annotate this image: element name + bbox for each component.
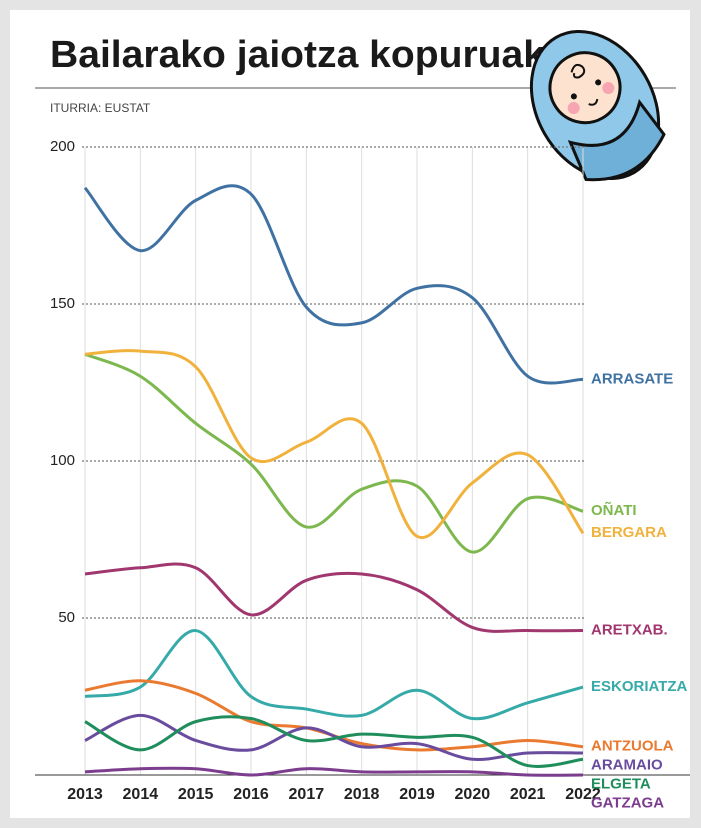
series-line — [84, 562, 584, 633]
series-label: BERGARA — [591, 524, 667, 541]
series-line — [83, 184, 584, 385]
x-tick-label: 2022 — [565, 786, 601, 803]
series-label: ARAMAIO — [591, 757, 663, 774]
y-tick-label: 200 — [50, 138, 75, 155]
series-label: GATZAGA — [591, 795, 664, 812]
chart-title: Bailarako jaiotza kopuruak — [50, 34, 546, 76]
y-tick-label: 150 — [50, 295, 75, 312]
series-label: ARRASATE — [591, 370, 673, 387]
x-tick-label: 2013 — [67, 786, 103, 803]
x-tick-label: 2016 — [233, 786, 269, 803]
series-line — [84, 352, 584, 554]
plot: 2013 2014 2015 2016 2017 2018 2019 2020 2021 2022… — [35, 138, 690, 812]
x-tick-label: 2021 — [510, 786, 546, 803]
series-line — [84, 349, 585, 540]
series-line — [84, 766, 584, 777]
x-tick-label: 2017 — [289, 786, 325, 803]
series-line — [84, 713, 584, 762]
y-tick-label: 100 — [50, 452, 75, 469]
baby-icon — [529, 29, 666, 182]
chart-subtitle: ITURRIA: EUSTAT — [50, 101, 151, 115]
x-tick-label: 2019 — [399, 786, 435, 803]
x-tick-label: 2020 — [455, 786, 491, 803]
series-line — [84, 629, 584, 721]
series-label: ARETXAB. — [591, 622, 668, 639]
y-tick-label: 50 — [58, 609, 75, 626]
series-label: OÑATI — [591, 501, 637, 519]
x-tick-label: 2018 — [344, 786, 380, 803]
x-tick-label: 2015 — [178, 786, 214, 803]
series-label: ESKORIATZA — [591, 678, 688, 695]
series-label: ELGETA — [591, 776, 651, 793]
series-label: ANTZUOLA — [591, 738, 674, 755]
series-line — [84, 715, 584, 768]
x-tick-label: 2014 — [123, 786, 159, 803]
